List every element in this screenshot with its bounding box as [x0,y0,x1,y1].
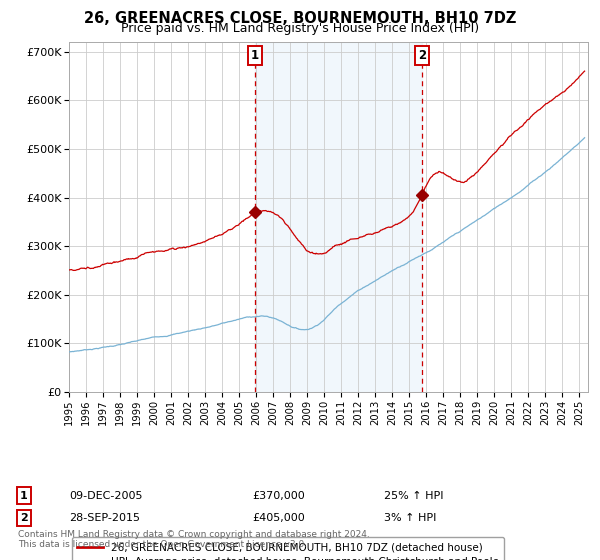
Text: £370,000: £370,000 [252,491,305,501]
Bar [255,42,422,392]
Text: 25% ↑ HPI: 25% ↑ HPI [384,491,443,501]
Text: 2: 2 [418,49,426,62]
Text: Price paid vs. HM Land Registry's House Price Index (HPI): Price paid vs. HM Land Registry's House … [121,22,479,35]
Text: This data is licensed under the Open Government Licence v3.0.: This data is licensed under the Open Gov… [18,540,307,549]
Text: 1: 1 [251,49,259,62]
Text: 2: 2 [20,513,28,523]
Text: 28-SEP-2015: 28-SEP-2015 [69,513,140,523]
Text: 3% ↑ HPI: 3% ↑ HPI [384,513,436,523]
Text: £405,000: £405,000 [252,513,305,523]
Text: Contains HM Land Registry data © Crown copyright and database right 2024.: Contains HM Land Registry data © Crown c… [18,530,370,539]
Legend: 26, GREENACRES CLOSE, BOURNEMOUTH, BH10 7DZ (detached house), HPI: Average price: 26, GREENACRES CLOSE, BOURNEMOUTH, BH10 … [71,537,505,560]
Text: 1: 1 [20,491,28,501]
Text: 09-DEC-2005: 09-DEC-2005 [69,491,143,501]
Text: 26, GREENACRES CLOSE, BOURNEMOUTH, BH10 7DZ: 26, GREENACRES CLOSE, BOURNEMOUTH, BH10 … [84,11,516,26]
